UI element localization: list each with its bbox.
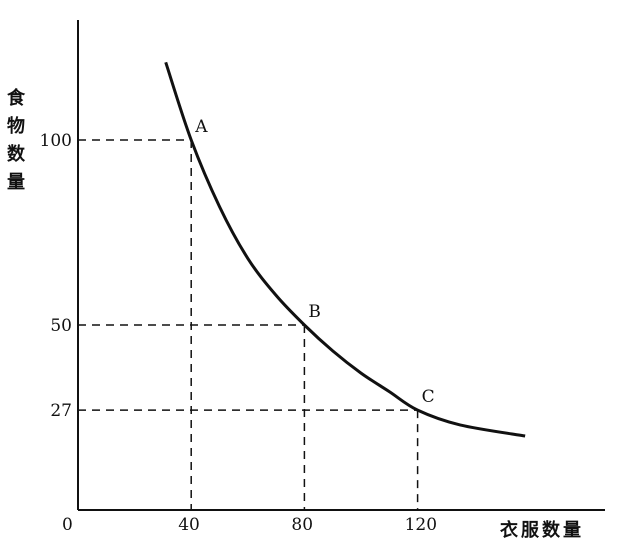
indifference-curve — [164, 61, 526, 438]
x-axis-label: 衣服数量 — [500, 519, 584, 541]
x-tick-label: 40 — [178, 515, 200, 535]
y-tick-label: 100 — [40, 131, 72, 151]
x-tick-label: 120 — [405, 515, 437, 535]
y-tick-label: 27 — [50, 401, 72, 421]
point-label-B: B — [308, 302, 321, 322]
y-tick-label: 50 — [50, 316, 72, 336]
y-axis-label: 食物数量 — [4, 88, 25, 200]
point-label-C: C — [422, 387, 435, 407]
point-label-A: A — [194, 117, 208, 137]
x-tick-label: 80 — [291, 515, 313, 535]
origin-label: 0 — [62, 515, 73, 535]
